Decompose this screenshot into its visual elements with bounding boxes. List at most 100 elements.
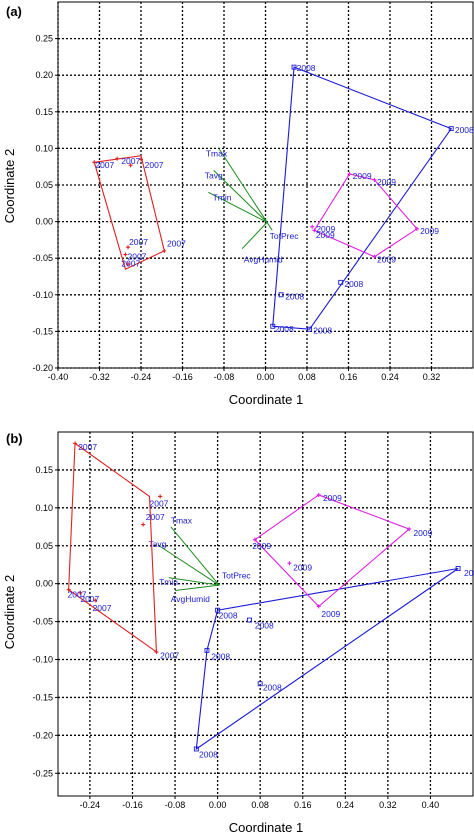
panel-b-xtick-label-3: 0.00 (209, 800, 227, 810)
panel-a-point-2007-6 (126, 262, 131, 267)
panel-b-point-label-1: 2007 (150, 498, 169, 508)
panel-b-tag: (b) (6, 431, 23, 446)
panel-a-point-label-16: 2009 (316, 230, 335, 240)
panel-a-xtick-label-1: -0.32 (89, 372, 110, 382)
panel-b-xtick-label-8: 0.40 (422, 800, 440, 810)
panel-a-hull-2009 (313, 173, 418, 258)
panel-b-vector-tmax (170, 526, 220, 586)
panel-b-point-label-12: 2008 (199, 749, 218, 759)
panel-a-ytick-label-0: -0.20 (32, 363, 53, 373)
panel-b-ytick-label-5: 0.00 (35, 579, 53, 589)
panel-a-vector-tmax (218, 148, 268, 223)
panel-a-vector-tavg (213, 170, 268, 223)
panel-a-point-2009-1 (372, 177, 377, 182)
panel-b-hull-2009 (254, 494, 411, 608)
panel-a-point-label-8: 2008 (455, 125, 474, 135)
panel-b-ytick-label-0: -0.25 (32, 768, 53, 778)
panel-a-point-label-11: 2008 (275, 324, 294, 334)
panel-b-ytick-label-2: -0.15 (32, 692, 53, 702)
panel-a-tag: (a) (6, 4, 22, 19)
panel-b-xtick-label-4: 0.08 (251, 800, 269, 810)
panel-a-xtick-label-2: -0.24 (131, 372, 152, 382)
panel-a-xtick-label-3: -0.16 (172, 372, 193, 382)
panel-a-ytick-label-7: 0.15 (35, 107, 53, 117)
panel-a-point-label-14: 2009 (377, 177, 396, 187)
panel-b-point-label-4: 2007 (80, 594, 99, 604)
panel-b-point-2007-1 (141, 522, 146, 527)
panel-b-point-label-0: 2007 (78, 442, 97, 452)
panel-b-vector-tavg (158, 545, 220, 586)
panel-b-point-2008-1 (215, 607, 221, 613)
panel-a-xtick-label-7: 0.16 (340, 372, 358, 382)
panel-a-xlabel: Coordinate 1 (229, 392, 303, 407)
panel-a-point-2007-1 (115, 156, 120, 161)
panel-b-point-label-14: 2009 (252, 541, 271, 551)
panel-a-ytick-label-3: -0.05 (32, 253, 53, 263)
panel-b-xtick-label-1: -0.16 (122, 800, 143, 810)
panel-a-point-2009-0 (347, 172, 352, 177)
panel-a-xtick-label-8: 0.24 (381, 372, 399, 382)
panel-b-point-2008-5 (193, 746, 199, 752)
panel-b-vector-label-tmax: Tmax (171, 516, 193, 526)
panel-a-point-label-3: 2007 (129, 237, 148, 247)
panel-b-ytick-label-6: 0.05 (35, 541, 53, 551)
panel-b-vector-label-tmin: Tmin (159, 577, 178, 587)
panel-b-point-2008-4 (204, 647, 210, 653)
panel-a-point-2008-3 (338, 279, 344, 285)
panel-a-point-label-10: 2008 (344, 279, 363, 289)
panel-a-point-2007-0 (92, 160, 97, 165)
panel-b-point-2007-0 (73, 441, 78, 446)
panel-b-hull-2007 (68, 442, 158, 654)
panel-a-xtick-label-9: 0.32 (423, 372, 441, 382)
panel-a-point-2009-2 (310, 224, 315, 229)
panel-b-point-label-17: 2009 (321, 609, 340, 619)
panel-a-point-2008-1 (448, 126, 454, 132)
panel-b-point-2007-5 (93, 598, 98, 603)
panel-b-vector-tmin (168, 577, 220, 586)
panel-a-xtick-label-5: 0.00 (257, 372, 275, 382)
panel-b-xtick-label-6: 0.24 (337, 800, 355, 810)
panel-a-point-2008-0 (291, 64, 297, 70)
panel-a-ytick-label-8: 0.20 (35, 70, 53, 80)
panel-b-vector-avghumid (174, 584, 220, 591)
panel-b-point-2009-0 (316, 492, 321, 497)
panel-a-ytick-label-1: -0.15 (32, 326, 53, 336)
panel-a-ytick-label-6: 0.10 (35, 143, 53, 153)
panel-a-point-label-2: 2007 (145, 160, 164, 170)
panel-b-ylabel: Coordinate 2 (2, 575, 17, 649)
panel-a-ytick-label-5: 0.05 (35, 180, 53, 190)
panel-b-xtick-label-2: -0.08 (165, 800, 186, 810)
panel-a-point-2007-4 (126, 245, 131, 250)
panel-a-point-label-18: 2009 (377, 255, 396, 265)
panel-a-hull-2008 (272, 66, 453, 330)
panel-a-point-2009-5 (372, 254, 377, 259)
panel-b-point-2008-0 (455, 566, 461, 571)
panel-a-point-label-15: 2009 (316, 224, 335, 234)
panel-b-frame (57, 431, 474, 797)
panel-a-point-label-13: 2009 (353, 171, 372, 181)
panel-b-ytick-label-4: -0.05 (32, 617, 53, 627)
panel-b-ytick-label-7: 0.10 (35, 503, 53, 513)
panel-a-vector-avghumid (241, 221, 268, 250)
panel-a-point-2007-7 (162, 248, 167, 253)
panel-a-vector-tmin (208, 191, 268, 223)
panel-a-point-2009-3 (312, 228, 317, 233)
panel-b-point-label-3: 2007 (68, 589, 87, 599)
panel-b-vector-label-avghumid: AvgHumid (171, 594, 210, 604)
panel-b-ytick-label-8: 0.15 (35, 465, 53, 475)
panel-b-point-label-7: 2008 (464, 568, 474, 578)
panel-a-point-2007-3 (128, 163, 133, 168)
panel-a-vector-label-avghumid: AvgHumid (244, 255, 283, 265)
panel-a-vector-label-tmin: Tmin (213, 192, 232, 202)
panel-b-hull-2008 (195, 567, 459, 751)
panel-b-point-2009-1 (252, 537, 257, 542)
panel-a-point-2009-4 (414, 226, 419, 231)
panel-b-point-2007-3 (66, 587, 71, 592)
panel-b-vector-label-tavg: Tavg (148, 539, 166, 549)
panel-b-point-2009-4 (316, 604, 321, 609)
panel-b-xtick-label-0: -0.24 (80, 800, 101, 810)
panel-a-point-2008-2 (278, 292, 284, 298)
panel-a-point-label-1: 2007 (121, 156, 140, 166)
panel-a-vector-label-tavg: Tavg (205, 170, 223, 180)
panel-a-vector-label-tmax: Tmax (206, 149, 228, 159)
